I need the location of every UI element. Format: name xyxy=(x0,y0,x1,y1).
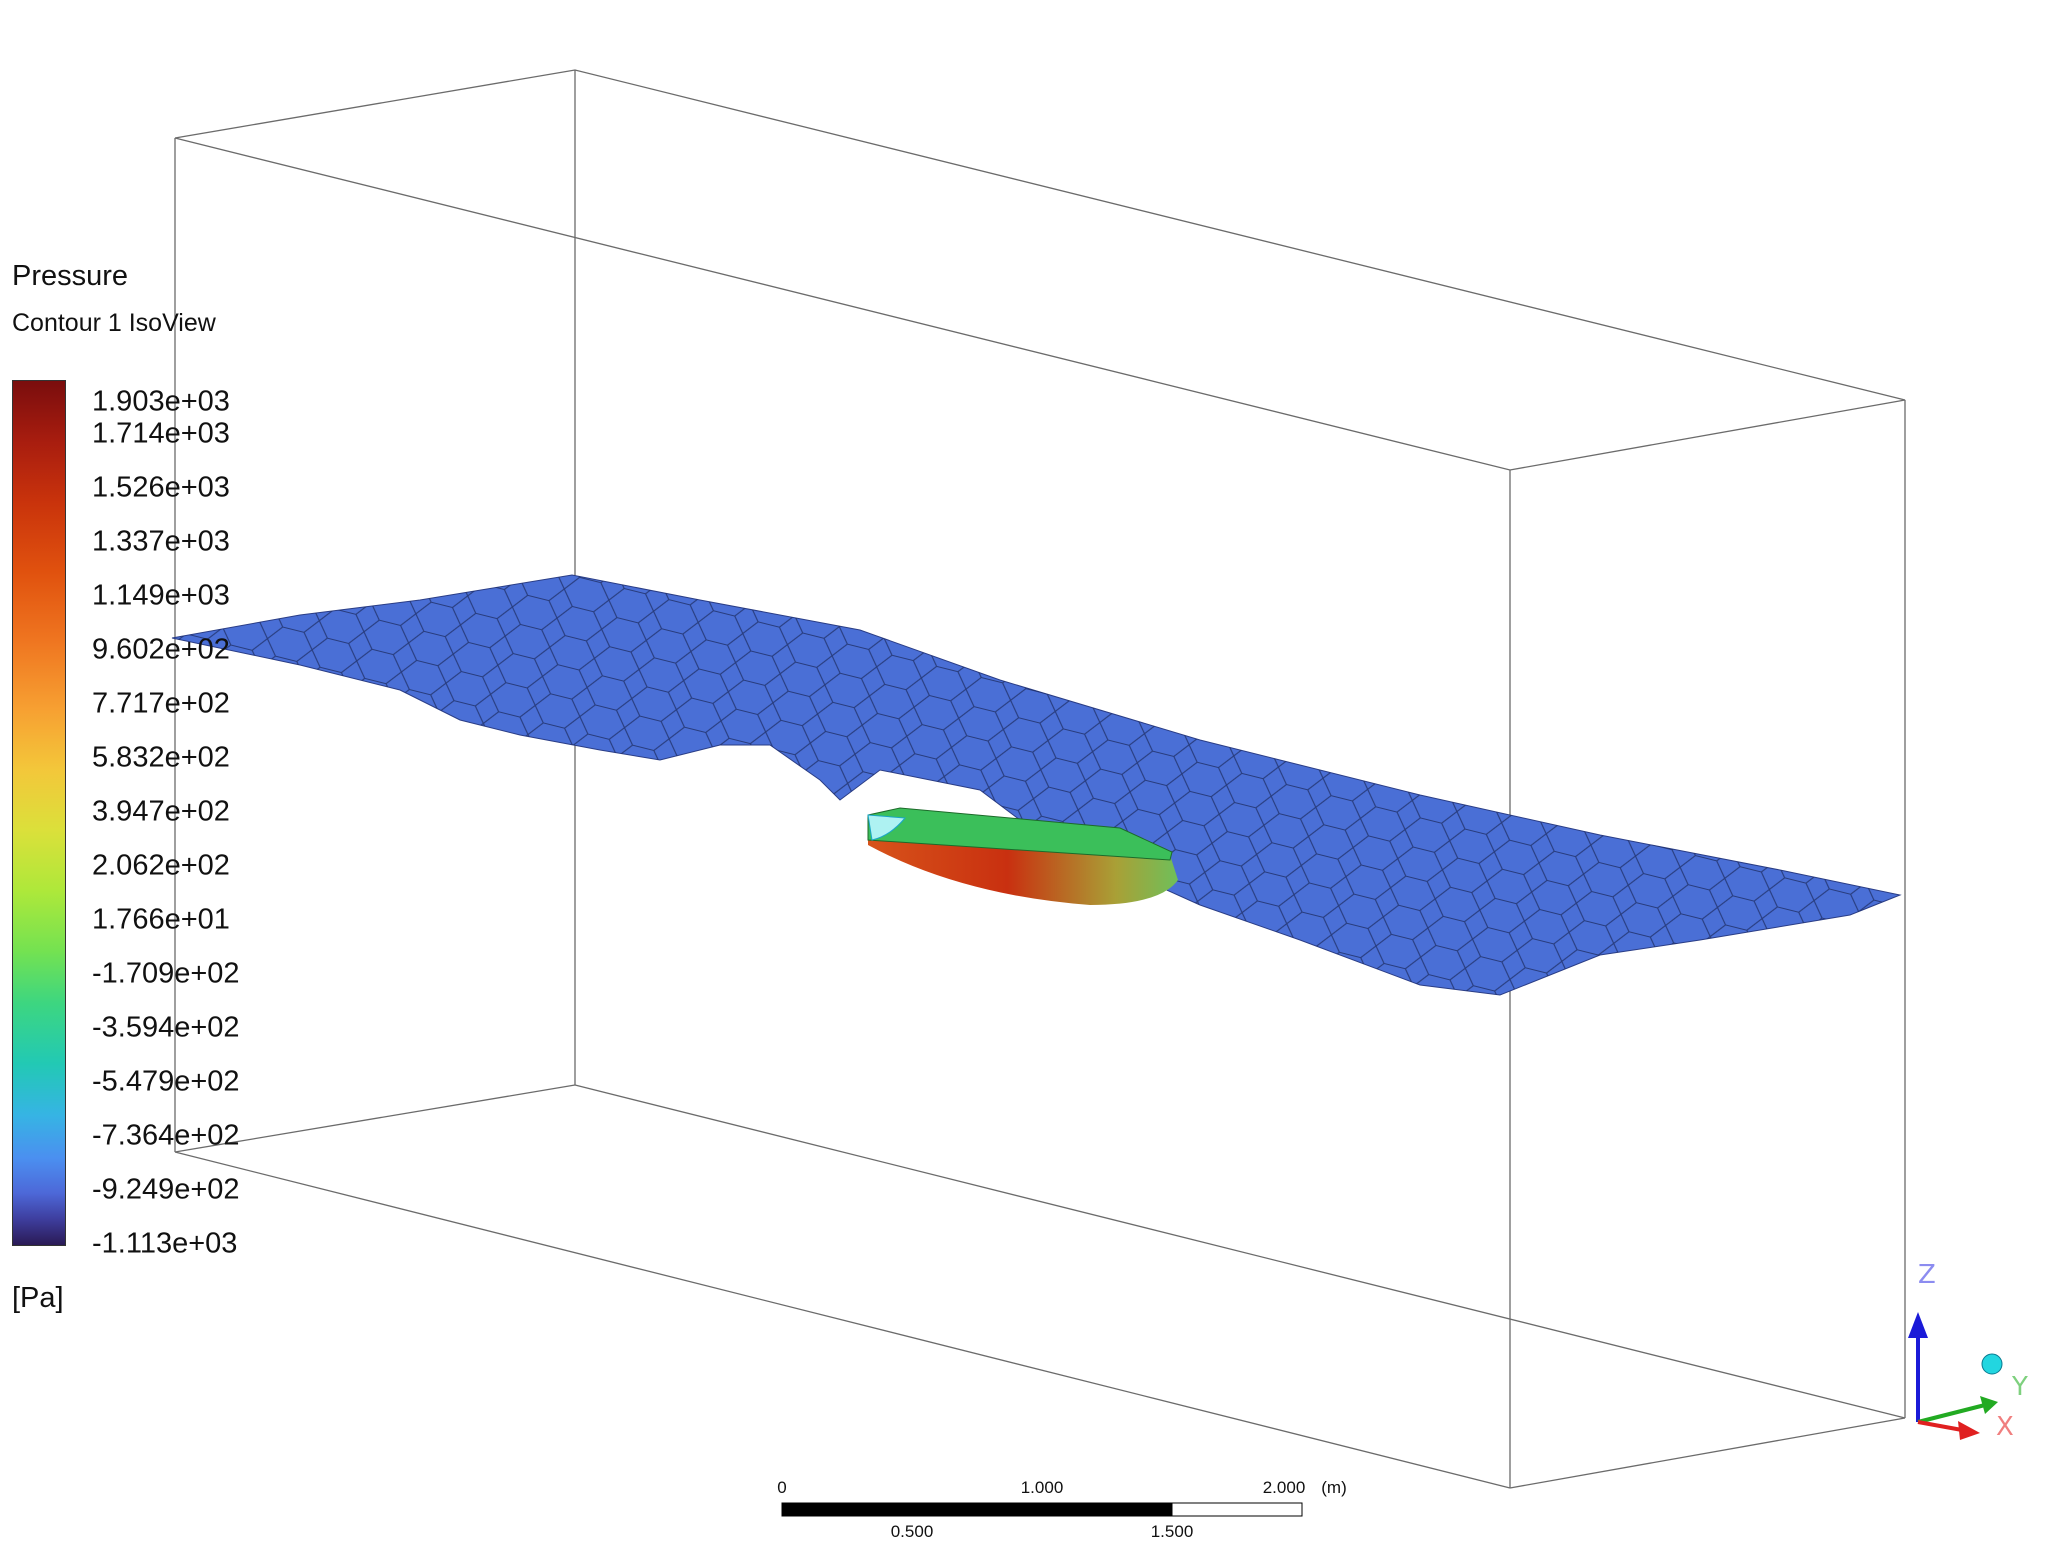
scale-bar xyxy=(781,1502,1303,1517)
color-bar-tick-label: -7.364e+02 xyxy=(92,1119,240,1152)
legend-unit: [Pa] xyxy=(12,1282,64,1314)
color-bar-tick-label: -1.113e+03 xyxy=(92,1227,238,1260)
scale-label-0: 0 xyxy=(777,1478,787,1497)
scale-label-half: 0.500 xyxy=(890,1522,934,1541)
orientation-triad[interactable] xyxy=(1908,1312,2003,1440)
axis-x-label: X xyxy=(1996,1412,2014,1442)
color-bar-tick-label: 1.714e+03 xyxy=(92,417,230,450)
color-bar-tick-label: 9.602e+02 xyxy=(92,633,230,666)
color-bar-tick-label: 1.526e+03 xyxy=(92,471,230,504)
color-bar-tick-label: 7.717e+02 xyxy=(92,687,230,720)
color-bar-tick-label: -1.709e+02 xyxy=(92,957,240,990)
color-bar-tick-label: -5.479e+02 xyxy=(92,1065,240,1098)
axis-z-label: Z xyxy=(1918,1260,1936,1290)
hull-model xyxy=(867,807,1178,905)
legend-subtitle: Contour 1 IsoView xyxy=(12,309,216,337)
color-bar-tick-label: 1.766e+01 xyxy=(92,903,230,936)
color-bar-tick-label: -9.249e+02 xyxy=(92,1173,240,1206)
domain-bounding-box xyxy=(174,69,1906,1489)
legend-title: Pressure xyxy=(12,260,129,292)
free-surface xyxy=(171,574,1902,996)
scale-unit: (m) xyxy=(1321,1478,1347,1497)
color-bar-tick-label: 3.947e+02 xyxy=(92,795,230,828)
axis-y-label: Y xyxy=(2012,1372,2028,1402)
scale-label-1: 1.000 xyxy=(1020,1478,1064,1497)
color-bar xyxy=(12,380,66,1246)
scale-label-2: 2.000 xyxy=(1262,1478,1306,1497)
color-bar-tick-label: 1.903e+03 xyxy=(92,385,230,418)
color-bar-tick-label: -3.594e+02 xyxy=(92,1011,240,1044)
color-bar-tick-label: 2.062e+02 xyxy=(92,849,230,882)
color-bar-tick-label: 1.149e+03 xyxy=(92,579,230,612)
color-bar-tick-label: 1.337e+03 xyxy=(92,525,230,558)
color-bar-tick-label: 5.832e+02 xyxy=(92,741,230,774)
color-bar-tick-labels: 1.903e+03 1.714e+03 1.526e+03 1.337e+03 1.14… xyxy=(92,380,292,1260)
scale-label-1-5: 1.500 xyxy=(1150,1522,1194,1541)
